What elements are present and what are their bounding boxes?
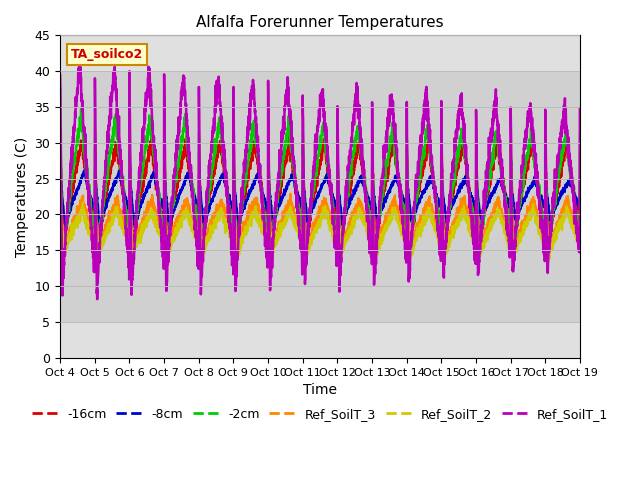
-2cm — [60, 264, 67, 270]
Ref_SoilT_2 — [465, 218, 473, 224]
Ref_SoilT_1 — [497, 161, 504, 167]
Legend: -16cm, -8cm, -2cm, Ref_SoilT_3, Ref_SoilT_2, Ref_SoilT_1: -16cm, -8cm, -2cm, Ref_SoilT_3, Ref_Soil… — [27, 403, 613, 426]
Ref_SoilT_3 — [303, 252, 311, 257]
Ref_SoilT_2 — [163, 236, 171, 241]
Ref_SoilT_2 — [576, 208, 584, 214]
-16cm — [570, 192, 578, 198]
Ref_SoilT_1 — [163, 280, 171, 286]
-16cm — [432, 194, 440, 200]
-16cm — [576, 143, 584, 149]
Line: Ref_SoilT_2: Ref_SoilT_2 — [60, 202, 580, 259]
Ref_SoilT_1 — [387, 105, 394, 110]
Line: -2cm: -2cm — [60, 109, 580, 267]
-8cm — [433, 191, 440, 196]
-8cm — [576, 178, 584, 183]
-16cm — [465, 188, 473, 193]
-16cm — [56, 133, 64, 139]
-16cm — [563, 126, 570, 132]
Ref_SoilT_2 — [497, 216, 504, 222]
-2cm — [576, 131, 584, 136]
Bar — [60, 71, 580, 322]
Ref_SoilT_3 — [497, 212, 504, 217]
Ref_SoilT_3 — [466, 216, 474, 222]
Ref_SoilT_3 — [387, 207, 394, 213]
-8cm — [163, 199, 171, 204]
Ref_SoilT_3 — [570, 219, 578, 225]
Ref_SoilT_2 — [546, 256, 554, 262]
Ref_SoilT_1 — [56, 72, 64, 78]
Ref_SoilT_3 — [576, 196, 584, 202]
-2cm — [387, 139, 394, 144]
-2cm — [466, 189, 474, 194]
Ref_SoilT_2 — [433, 231, 440, 237]
-2cm — [570, 200, 578, 205]
Ref_SoilT_2 — [79, 199, 86, 205]
Ref_SoilT_1 — [570, 221, 578, 227]
Line: Ref_SoilT_1: Ref_SoilT_1 — [60, 59, 580, 299]
Ref_SoilT_1 — [576, 105, 584, 111]
Line: -16cm: -16cm — [60, 129, 580, 256]
-8cm — [497, 176, 504, 181]
Title: Alfalfa Forerunner Temperatures: Alfalfa Forerunner Temperatures — [196, 15, 444, 30]
Ref_SoilT_3 — [433, 216, 440, 222]
-2cm — [77, 106, 84, 112]
Ref_SoilT_2 — [56, 209, 64, 215]
-8cm — [81, 168, 88, 173]
Ref_SoilT_3 — [163, 232, 171, 238]
Ref_SoilT_3 — [161, 191, 168, 196]
Ref_SoilT_1 — [93, 296, 101, 302]
-2cm — [433, 201, 440, 207]
-2cm — [497, 167, 504, 173]
-16cm — [497, 164, 504, 170]
-16cm — [163, 215, 170, 221]
-8cm — [56, 170, 64, 176]
Ref_SoilT_2 — [387, 216, 394, 222]
-8cm — [570, 192, 578, 198]
Y-axis label: Temperatures (C): Temperatures (C) — [15, 136, 29, 257]
-16cm — [387, 156, 394, 161]
-8cm — [387, 186, 394, 192]
Ref_SoilT_3 — [56, 195, 64, 201]
Text: TA_soilco2: TA_soilco2 — [70, 48, 143, 61]
-8cm — [466, 189, 474, 194]
-2cm — [56, 112, 64, 118]
Ref_SoilT_2 — [570, 225, 578, 230]
X-axis label: Time: Time — [303, 383, 337, 397]
-8cm — [61, 227, 69, 233]
Ref_SoilT_1 — [76, 56, 83, 61]
-2cm — [163, 264, 171, 269]
Line: -8cm: -8cm — [60, 170, 580, 230]
Line: Ref_SoilT_3: Ref_SoilT_3 — [60, 193, 580, 254]
-16cm — [476, 253, 483, 259]
Ref_SoilT_1 — [466, 205, 474, 211]
Ref_SoilT_1 — [433, 215, 440, 221]
